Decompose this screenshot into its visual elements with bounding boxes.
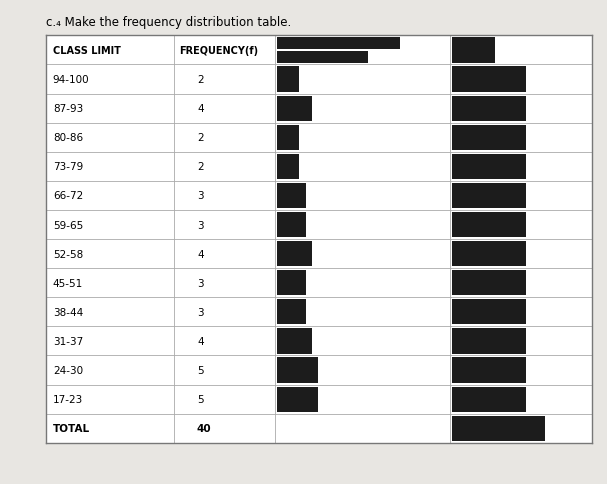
- Bar: [277, 183, 306, 209]
- Bar: [452, 96, 526, 121]
- Bar: [277, 125, 299, 151]
- Bar: [277, 212, 306, 238]
- Text: 40: 40: [197, 424, 212, 433]
- Bar: [452, 329, 526, 354]
- Bar: [452, 125, 526, 151]
- Text: 3: 3: [197, 278, 203, 288]
- Bar: [452, 387, 526, 412]
- Text: 52-58: 52-58: [53, 249, 83, 259]
- Bar: [452, 212, 526, 238]
- Text: FREQUENCY(f): FREQUENCY(f): [178, 46, 258, 56]
- Text: 94-100: 94-100: [53, 75, 89, 85]
- Text: 2: 2: [197, 75, 203, 85]
- Text: 80-86: 80-86: [53, 133, 83, 143]
- Bar: [277, 38, 400, 50]
- Bar: [452, 38, 495, 63]
- Text: 5: 5: [197, 365, 203, 375]
- Text: 2: 2: [197, 162, 203, 172]
- Bar: [452, 67, 526, 92]
- Text: 4: 4: [197, 104, 203, 114]
- Bar: [452, 242, 526, 267]
- Text: 87-93: 87-93: [53, 104, 83, 114]
- Text: 4: 4: [197, 336, 203, 346]
- Text: 59-65: 59-65: [53, 220, 83, 230]
- Text: 4: 4: [197, 249, 203, 259]
- Bar: [277, 154, 299, 180]
- Bar: [452, 183, 526, 209]
- Text: c.₄ Make the frequency distribution table.: c.₄ Make the frequency distribution tabl…: [46, 15, 291, 29]
- Bar: [452, 300, 526, 325]
- Text: 45-51: 45-51: [53, 278, 83, 288]
- Text: CLASS LIMIT: CLASS LIMIT: [53, 46, 121, 56]
- Bar: [277, 387, 318, 412]
- Bar: [277, 67, 299, 92]
- Text: 73-79: 73-79: [53, 162, 83, 172]
- Bar: [277, 358, 318, 383]
- Text: 3: 3: [197, 307, 203, 317]
- Bar: [452, 154, 526, 180]
- Text: 3: 3: [197, 220, 203, 230]
- Bar: [277, 242, 312, 267]
- Bar: [277, 300, 306, 325]
- Text: 2: 2: [197, 133, 203, 143]
- Bar: [452, 358, 526, 383]
- Text: 24-30: 24-30: [53, 365, 83, 375]
- Text: 31-37: 31-37: [53, 336, 83, 346]
- Bar: [277, 329, 312, 354]
- Bar: [452, 271, 526, 296]
- Text: 5: 5: [197, 394, 203, 404]
- Bar: [277, 52, 368, 63]
- Bar: [277, 271, 306, 296]
- Bar: [277, 96, 312, 121]
- Text: 17-23: 17-23: [53, 394, 83, 404]
- Text: 66-72: 66-72: [53, 191, 83, 201]
- Text: 38-44: 38-44: [53, 307, 83, 317]
- Text: TOTAL: TOTAL: [53, 424, 90, 433]
- Bar: [452, 416, 544, 441]
- Text: 3: 3: [197, 191, 203, 201]
- Bar: [46, 36, 592, 443]
